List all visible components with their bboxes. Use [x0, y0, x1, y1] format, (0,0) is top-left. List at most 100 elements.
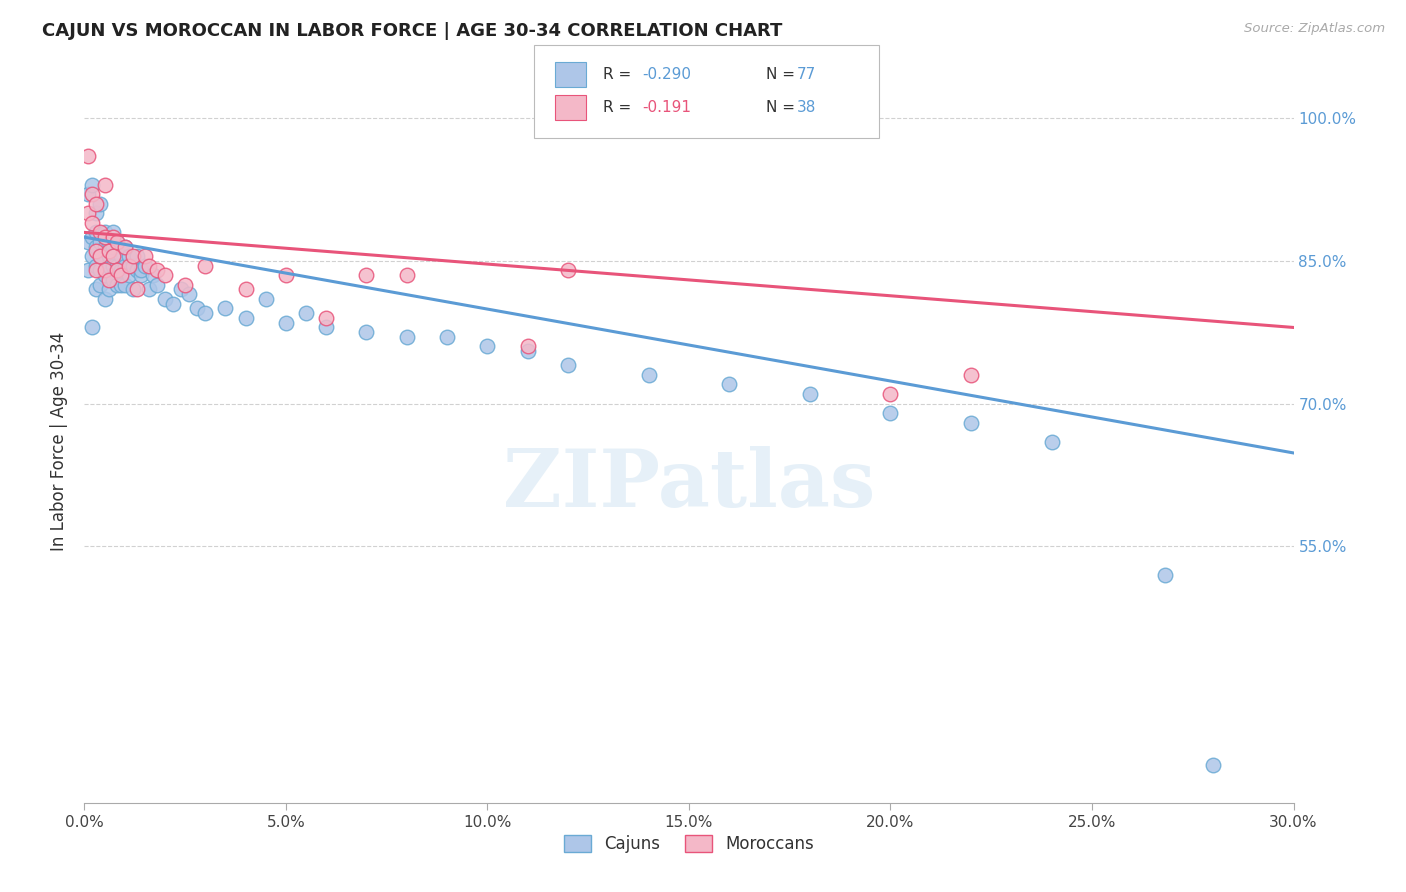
Point	[179, 287, 201, 301]
Point	[89, 235, 111, 249]
Point	[86, 197, 108, 211]
Point	[879, 406, 901, 420]
Point	[960, 416, 983, 430]
Point	[93, 263, 115, 277]
Point	[129, 263, 152, 277]
Point	[142, 268, 165, 282]
Point	[93, 230, 115, 244]
Text: ZIPatlas: ZIPatlas	[503, 446, 875, 524]
Point	[86, 282, 108, 296]
Point	[138, 282, 160, 296]
Point	[77, 263, 100, 277]
Point	[110, 277, 132, 292]
Point	[170, 282, 193, 296]
Point	[101, 259, 124, 273]
Point	[125, 263, 148, 277]
Point	[138, 259, 160, 273]
Point	[89, 249, 111, 263]
Point	[82, 320, 104, 334]
Point	[97, 249, 120, 263]
Point	[101, 240, 124, 254]
Point	[114, 240, 136, 254]
Point	[118, 268, 141, 282]
Point	[799, 387, 821, 401]
Text: Source: ZipAtlas.com: Source: ZipAtlas.com	[1244, 22, 1385, 36]
Point	[97, 273, 120, 287]
Point	[516, 344, 538, 359]
Point	[557, 263, 579, 277]
Point	[134, 249, 156, 263]
Point	[146, 277, 169, 292]
Point	[637, 368, 659, 382]
Point	[89, 277, 111, 292]
Point	[97, 259, 120, 273]
Point	[395, 268, 418, 282]
Point	[174, 277, 197, 292]
Point	[77, 149, 100, 163]
Point	[186, 301, 208, 316]
Point	[101, 249, 124, 263]
Point	[93, 292, 115, 306]
Point	[121, 282, 143, 296]
Point	[125, 249, 148, 263]
Text: R =: R =	[603, 100, 637, 114]
Point	[121, 249, 143, 263]
Point	[105, 263, 128, 277]
Point	[879, 387, 901, 401]
Point	[101, 273, 124, 287]
Point	[960, 368, 983, 382]
Point	[110, 268, 132, 282]
Point	[97, 282, 120, 296]
Point	[110, 249, 132, 263]
Point	[274, 316, 297, 330]
Point	[146, 263, 169, 277]
Point	[1153, 567, 1175, 582]
Point	[153, 292, 176, 306]
Point	[436, 330, 458, 344]
Point	[86, 226, 108, 240]
Point	[516, 339, 538, 353]
Point	[1040, 434, 1063, 449]
Point	[194, 259, 217, 273]
Point	[89, 249, 111, 263]
Point	[93, 268, 115, 282]
Text: -0.290: -0.290	[643, 67, 692, 81]
Point	[101, 230, 124, 244]
Point	[93, 178, 115, 192]
Point	[82, 187, 104, 202]
Y-axis label: In Labor Force | Age 30-34: In Labor Force | Age 30-34	[51, 332, 69, 551]
Point	[153, 268, 176, 282]
Point	[89, 226, 111, 240]
Point	[97, 244, 120, 259]
Text: N =: N =	[766, 67, 800, 81]
Point	[110, 263, 132, 277]
Point	[295, 306, 318, 320]
Point	[105, 235, 128, 249]
Point	[86, 206, 108, 220]
Point	[718, 377, 741, 392]
Point	[86, 259, 108, 273]
Point	[82, 178, 104, 192]
Point	[77, 206, 100, 220]
Point	[118, 259, 141, 273]
Point	[114, 277, 136, 292]
Point	[86, 244, 108, 259]
Point	[101, 226, 124, 240]
Point	[93, 240, 115, 254]
Text: -0.191: -0.191	[643, 100, 692, 114]
Point	[114, 259, 136, 273]
Point	[315, 310, 337, 325]
Point	[105, 235, 128, 249]
Point	[356, 268, 378, 282]
Point	[125, 282, 148, 296]
Point	[89, 263, 111, 277]
Point	[121, 259, 143, 273]
Point	[477, 339, 499, 353]
Point	[97, 235, 120, 249]
Point	[77, 187, 100, 202]
Point	[114, 240, 136, 254]
Point	[93, 226, 115, 240]
Text: 77: 77	[797, 67, 815, 81]
Text: R =: R =	[603, 67, 637, 81]
Point	[89, 197, 111, 211]
